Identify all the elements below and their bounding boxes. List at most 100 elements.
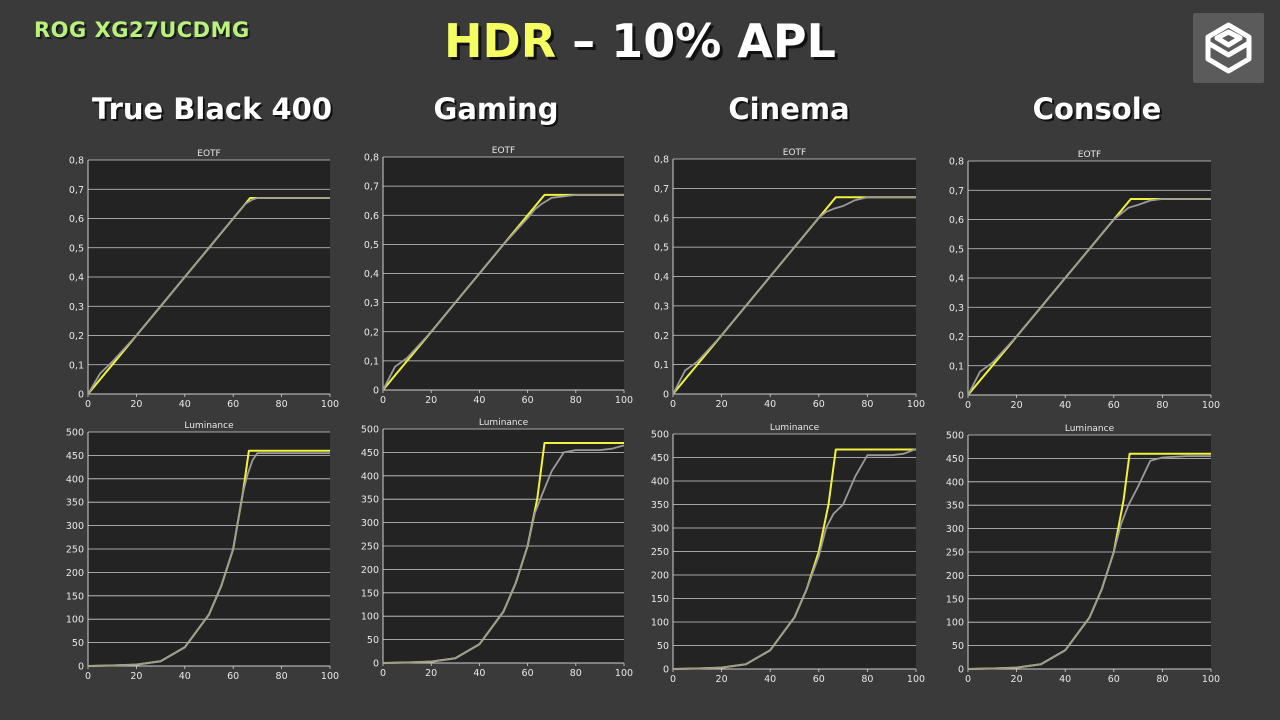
y-tick-label: 500 [361,425,379,436]
y-tick-label: 0,4 [69,273,84,284]
x-tick-label: 100 [907,674,925,685]
series-line-measured [672,448,917,670]
x-tick-label: 80 [276,671,288,682]
y-tick-label: 400 [651,477,669,488]
column-title-true-black-400: True Black 400 [91,92,333,126]
x-tick-label: 0 [85,399,91,410]
y-tick-label: 0,5 [364,240,379,251]
y-tick-label: 500 [946,431,964,442]
y-tick-label: 400 [66,474,84,485]
x-tick-label: 100 [321,671,339,682]
x-tick-label: 40 [764,399,776,410]
chart-title: Luminance [770,423,820,433]
series-line-measured [967,455,1211,670]
y-tick-label: 0,5 [69,243,84,254]
y-tick-label: 100 [66,615,84,626]
x-tick-label: 0 [965,400,971,411]
y-tick-label: 150 [946,594,964,605]
y-tick-label: 0,7 [949,186,964,197]
x-tick-label: 40 [179,671,191,682]
chart-title: EOTF [492,146,515,156]
y-tick-label: 0,2 [69,331,84,342]
x-tick-label: 60 [227,399,239,410]
chart-title: EOTF [197,149,220,159]
chart-true-black-400-eotf: EOTF 0 0,1 0,2 0,3 0,4 0,5 0,6 0,7 0,8 0 20 40 60 80 10… [69,149,339,410]
y-tick-label: 0,5 [654,243,669,254]
y-tick-label: 0,6 [654,213,669,224]
title-highlight: HDR [444,14,557,68]
y-tick-label: 350 [361,495,379,506]
y-tick-label: 350 [651,500,669,511]
x-tick-label: 100 [1202,400,1220,411]
series-line-measured [87,197,330,395]
y-tick-label: 0,2 [364,327,379,338]
x-tick-label: 0 [380,395,386,406]
y-tick-label: 250 [66,545,84,556]
x-tick-label: 60 [813,674,825,685]
x-tick-label: 0 [380,668,386,679]
chart-title: EOTF [1078,150,1101,160]
x-tick-label: 20 [1011,400,1023,411]
y-tick-label: 0,4 [654,272,669,283]
x-tick-label: 20 [425,668,437,679]
x-tick-label: 60 [813,399,825,410]
y-tick-label: 200 [946,571,964,582]
y-tick-label: 0 [373,659,379,670]
y-tick-label: 0 [663,665,669,676]
chart-console-luminance: Luminance 0 50 100 150 200 250 300 350 400 450 500 0… [946,424,1220,685]
y-tick-label: 0,7 [654,184,669,195]
chart-cinema-eotf: EOTF 0 0,1 0,2 0,3 0,4 0,5 0,6 0,7 0,8 0 20 40 60 80 10… [654,148,925,410]
y-tick-label: 0 [958,665,964,676]
y-tick-label: 150 [66,591,84,602]
y-tick-label: 250 [651,547,669,558]
x-tick-label: 40 [473,668,485,679]
y-tick-label: 0,6 [949,215,964,226]
y-tick-label: 0 [78,390,84,401]
y-tick-label: 450 [361,448,379,459]
y-tick-label: 450 [651,453,669,464]
y-tick-label: 400 [946,477,964,488]
y-tick-label: 0,5 [949,244,964,255]
y-tick-label: 0,3 [364,298,379,309]
title-rest: – 10% APL [556,14,836,68]
x-tick-label: 80 [570,668,582,679]
series-line-measured [672,196,916,395]
series-line-measured [382,444,625,664]
x-tick-label: 80 [1156,674,1168,685]
y-tick-label: 0,1 [69,360,84,371]
chart-title: Luminance [479,418,529,428]
y-tick-label: 350 [946,501,964,512]
x-tick-label: 60 [1108,674,1120,685]
x-tick-label: 60 [227,671,239,682]
x-tick-label: 100 [321,399,339,410]
chart-title: Luminance [1065,424,1115,434]
y-tick-label: 0,6 [69,214,84,225]
y-tick-label: 100 [651,618,669,629]
y-tick-label: 400 [361,471,379,482]
y-tick-label: 50 [72,638,84,649]
y-tick-label: 150 [361,588,379,599]
y-tick-label: 0,1 [949,361,964,372]
y-tick-label: 0,2 [654,331,669,342]
x-tick-label: 40 [179,399,191,410]
y-tick-label: 0,1 [364,356,379,367]
x-tick-label: 40 [1059,400,1071,411]
y-tick-label: 500 [651,430,669,441]
y-tick-label: 50 [367,635,379,646]
x-tick-label: 60 [522,668,534,679]
y-tick-label: 0 [78,662,84,673]
x-tick-label: 100 [615,668,633,679]
y-tick-label: 300 [651,524,669,535]
y-tick-label: 0,3 [654,301,669,312]
y-tick-label: 250 [361,542,379,553]
x-tick-label: 0 [670,399,676,410]
chart-gaming-eotf: EOTF 0 0,1 0,2 0,3 0,4 0,5 0,6 0,7 0,8 0 20 40 60 80 10… [364,146,633,406]
y-tick-label: 0,4 [949,274,964,285]
chart-cinema-luminance: Luminance 0 50 100 150 200 250 300 350 400 450 500 0… [651,423,925,685]
y-tick-label: 0 [373,386,379,397]
monitor-model-label: ROG XG27UCDMG [34,18,250,42]
y-tick-label: 0,2 [949,332,964,343]
x-tick-label: 20 [130,671,142,682]
x-tick-label: 40 [764,674,776,685]
y-tick-label: 0,1 [654,360,669,371]
